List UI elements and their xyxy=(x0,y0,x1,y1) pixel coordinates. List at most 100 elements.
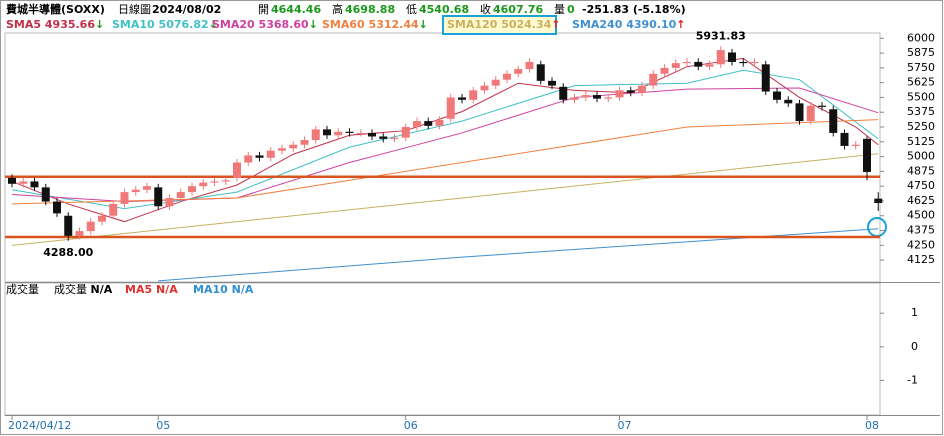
candle-body xyxy=(559,86,568,100)
candle-body xyxy=(795,103,804,122)
field-value: 4698.88 xyxy=(345,3,395,16)
volume-title: 成交量 xyxy=(6,282,39,296)
price-annotation: 4288.00 xyxy=(43,246,93,259)
legend-value: 5076.82 xyxy=(159,18,209,31)
candle-body xyxy=(671,63,680,68)
candle-body xyxy=(761,64,770,92)
candle-body xyxy=(570,97,579,100)
y-tick-label: 5750 xyxy=(907,61,935,74)
legend-value: N/A xyxy=(232,283,254,296)
candle-body xyxy=(75,231,84,236)
legend-entry: SMA60 5312.44↓ xyxy=(322,18,428,31)
candle-body xyxy=(694,61,703,67)
legend-name: SMA5 xyxy=(6,18,41,31)
candle-body xyxy=(446,97,455,119)
candle-body xyxy=(311,129,320,141)
legend-entry: SMA240 4390.10↑ xyxy=(572,18,686,31)
candle-body xyxy=(660,67,669,74)
legend-name: MA10 xyxy=(193,283,228,296)
y-tick-label: 4875 xyxy=(907,164,935,177)
y-tick-label: 4375 xyxy=(907,224,935,237)
y-tick-label: 4250 xyxy=(907,238,935,251)
y-tick-label: 5125 xyxy=(907,135,935,148)
x-tick-label: 07 xyxy=(618,419,632,432)
candle-body xyxy=(64,215,73,236)
y-tick-label: 5875 xyxy=(907,46,935,59)
candle-body xyxy=(199,182,208,187)
candle-body xyxy=(289,144,298,149)
field-label: 收 xyxy=(480,2,491,16)
candle-body xyxy=(266,150,275,158)
legend-name: SMA120 xyxy=(447,18,498,31)
legend-value: 4935.66 xyxy=(45,18,95,31)
candle-body xyxy=(86,221,95,232)
candle-body xyxy=(221,180,230,182)
candle-body xyxy=(176,192,185,198)
candle-body xyxy=(143,186,151,190)
candle-body xyxy=(581,95,590,98)
change: -251.83 (-5.18%) xyxy=(582,3,686,16)
x-tick-label: 08 xyxy=(865,419,879,432)
trend-arrow: ↓ xyxy=(309,18,318,31)
candle-body xyxy=(188,186,196,193)
x-tick-label: 2024/04/12 xyxy=(8,419,71,432)
candle-body xyxy=(278,148,286,151)
field-label: 開 xyxy=(258,3,269,16)
y-tick-label: -1 xyxy=(907,373,918,386)
trend-arrow: ↓ xyxy=(95,18,104,31)
candle-body xyxy=(323,129,331,136)
legend-entry: SMA20 5368.60↓ xyxy=(212,18,318,31)
legend-name: SMA20 xyxy=(212,18,255,31)
candle-body xyxy=(525,61,534,70)
legend-entry: SMA120 5024.34↑ xyxy=(447,18,561,31)
candle-body xyxy=(210,181,219,183)
y-tick-label: 5500 xyxy=(907,90,935,103)
y-tick-label: 4500 xyxy=(907,209,935,222)
candle-body xyxy=(851,144,860,146)
candle-body xyxy=(300,140,309,145)
field-label: 高 xyxy=(332,2,343,16)
trend-arrow: ↓ xyxy=(419,18,428,31)
candle-body xyxy=(480,85,489,91)
legend-name: 成交量 xyxy=(54,282,87,296)
candle-body xyxy=(739,61,748,64)
candle-body xyxy=(716,50,725,65)
y-tick-label: 4125 xyxy=(907,253,935,266)
candle-body xyxy=(604,97,613,99)
candle-body xyxy=(244,155,253,163)
candle-body xyxy=(638,85,646,93)
candle-body xyxy=(874,198,883,203)
candle-body xyxy=(750,61,759,64)
field-label: 低 xyxy=(406,3,417,16)
candle-body xyxy=(401,127,410,138)
candle-body xyxy=(615,90,624,98)
volume-legend: MA10 N/A xyxy=(193,283,254,296)
candle-body xyxy=(109,203,118,216)
candle-body xyxy=(548,80,556,86)
volume-legend: 成交量 N/A xyxy=(54,282,113,296)
candle-body xyxy=(368,132,376,137)
candle-body xyxy=(356,132,365,134)
field-value: 4644.46 xyxy=(271,3,321,16)
candle-body xyxy=(863,138,871,172)
x-tick-label: 06 xyxy=(404,419,418,432)
candle-body xyxy=(829,109,838,133)
candle-body xyxy=(728,52,736,62)
candle-body xyxy=(120,192,129,204)
candle-body xyxy=(536,64,545,81)
legend-highlight xyxy=(442,15,557,35)
sma-line xyxy=(11,153,879,246)
legend-name: SMA10 xyxy=(112,18,155,31)
legend-value: 5312.44 xyxy=(369,18,419,31)
volume-legend: MA5 N/A xyxy=(125,283,178,296)
y-tick-label: 4750 xyxy=(907,179,935,192)
candle-body xyxy=(334,131,343,136)
trend-arrow: ↑ xyxy=(551,18,560,31)
legend-value: N/A xyxy=(91,283,113,296)
candle-body xyxy=(98,215,106,222)
legend-value: 5368.60 xyxy=(259,18,309,31)
legend-entry: SMA5 4935.66↓ xyxy=(6,18,104,31)
candle-body xyxy=(818,105,826,107)
